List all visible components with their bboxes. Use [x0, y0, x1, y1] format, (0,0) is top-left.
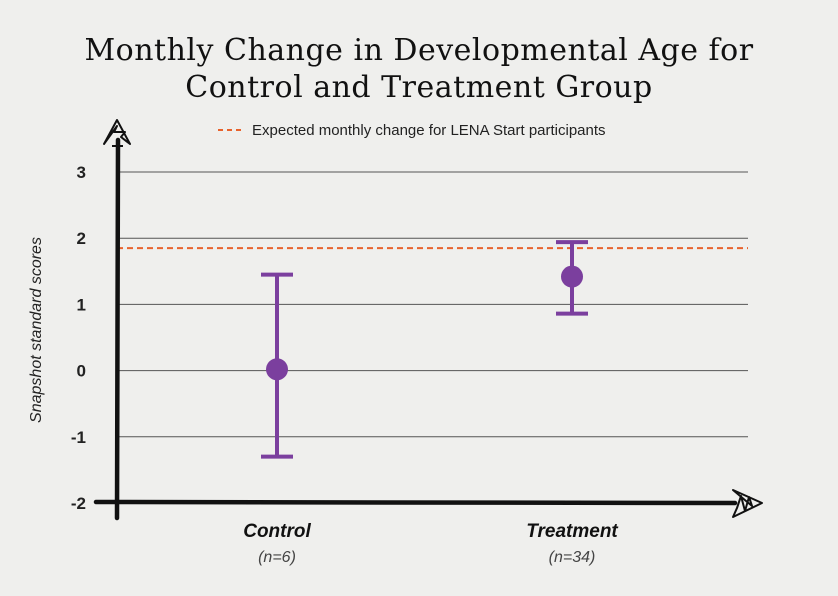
- y-tick-label: 2: [77, 229, 86, 248]
- category-n-label: (n=6): [258, 549, 296, 566]
- y-axis-line: [114, 137, 121, 521]
- category-label: Treatment: [526, 521, 618, 542]
- y-axis-label: Snapshot standard scores: [28, 237, 45, 423]
- y-tick-label: 1: [77, 295, 86, 314]
- y-axis-ticks: 3 2 1 0 -1 -2: [71, 163, 86, 513]
- x-axis-category-labels: Control (n=6) Treatment (n=34): [243, 521, 618, 566]
- series-point-group-control: [261, 272, 293, 459]
- y-tick-label: 0: [77, 362, 86, 381]
- chart-title-line2: Control and Treatment Group: [185, 70, 652, 105]
- axes: [93, 119, 763, 521]
- category-label: Control: [243, 521, 311, 542]
- y-tick-label: -1: [71, 428, 86, 447]
- y-axis-arrow-icon: [103, 119, 131, 145]
- data-marks: [261, 240, 588, 459]
- legend: Expected monthly change for LENA Start p…: [218, 122, 606, 139]
- series-point-group-treatment: [556, 240, 588, 316]
- x-axis-arrow-icon: [732, 489, 763, 518]
- mean-point: [561, 265, 583, 288]
- legend-label: Expected monthly change for LENA Start p…: [252, 122, 606, 139]
- gridlines: [117, 171, 748, 438]
- y-tick-label: -2: [71, 494, 86, 513]
- category-n-label: (n=34): [549, 549, 596, 566]
- x-axis-line: [93, 499, 738, 506]
- chart-title-line1: Monthly Change in Developmental Age for: [84, 33, 753, 68]
- mean-point: [266, 358, 288, 381]
- chart-title: Monthly Change in Developmental Age for …: [84, 33, 753, 105]
- y-tick-label: 3: [77, 163, 86, 182]
